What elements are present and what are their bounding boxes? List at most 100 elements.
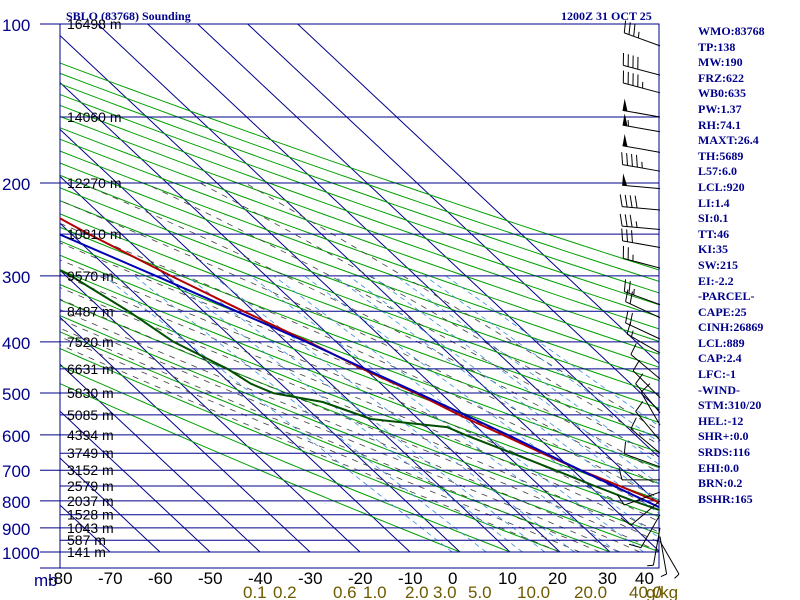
height-label: 3749 m <box>67 445 114 461</box>
mixing-ratio-label: 2.0 <box>405 583 429 600</box>
height-label: 16498 m <box>67 16 121 32</box>
mixing-ratio-line <box>212 275 575 553</box>
mixing-ratio-line <box>166 275 523 553</box>
mixing-ratio-unit-label: g/kg <box>646 583 678 600</box>
index-item: EHI:0.0 <box>698 460 740 475</box>
index-item: -WIND- <box>698 382 740 397</box>
index-item: STM:310/20 <box>698 398 762 413</box>
mixing-ratio-line <box>134 275 487 553</box>
mixing-ratio-label: 1.0 <box>363 583 387 600</box>
dry-adiabat <box>60 162 659 382</box>
index-item: FRZ:622 <box>698 70 744 85</box>
wind-barb <box>630 417 661 454</box>
isotherm <box>60 410 211 553</box>
moist-adiabat <box>60 318 621 553</box>
wind-barb <box>623 279 661 306</box>
height-label: 7520 m <box>67 334 114 350</box>
index-item: LFC:-1 <box>698 367 736 382</box>
pressure-tick-label: 200 <box>2 175 30 194</box>
isobar-grid <box>40 23 660 569</box>
pressure-tick-label: 400 <box>2 334 30 353</box>
mixing-ratio-label: 3.0 <box>433 583 457 600</box>
wind-barb <box>619 194 661 211</box>
height-label: 14060 m <box>67 109 121 125</box>
temperature-tick-label: 30 <box>598 569 617 588</box>
height-label: 2037 m <box>67 493 114 509</box>
wind-barb <box>623 441 661 468</box>
temperature-tick-labels: -80 -70 -60 -50 -40 -30 -20 -10 0 10 20 30 40 <box>48 569 654 588</box>
isotherm <box>60 81 561 553</box>
height-label: 587 m <box>67 532 106 548</box>
index-item: L57:6.0 <box>698 164 737 179</box>
index-item: LI:1.4 <box>698 195 730 210</box>
moist-adiabat <box>60 298 659 552</box>
dry-adiabat <box>60 213 659 438</box>
temperature-tick-label: -10 <box>398 569 423 588</box>
wind-barb <box>622 113 661 133</box>
moist-adiabat <box>60 327 601 553</box>
wind-barb <box>628 514 661 549</box>
wind-barb <box>621 152 661 172</box>
sounding-profiles <box>60 217 659 511</box>
temperature-tick-label: -80 <box>48 569 73 588</box>
dry-adiabat <box>60 254 659 485</box>
mixing-ratio-label: 0.1 <box>243 583 267 600</box>
wind-barb <box>622 173 661 190</box>
dry-adiabat <box>60 83 659 294</box>
index-item: TT:46 <box>698 226 730 241</box>
index-item: CAPE:25 <box>698 304 747 319</box>
height-label: 9570 m <box>67 268 114 284</box>
mixing-ratio-label: 20.0 <box>574 583 607 600</box>
temperature-tick-label: -20 <box>348 569 373 588</box>
index-item: CINH:26869 <box>698 320 764 335</box>
wind-barb <box>622 133 661 153</box>
dry-adiabat <box>60 72 659 282</box>
index-item: RH:74.1 <box>698 117 741 132</box>
temperature-line <box>60 217 659 504</box>
height-label: 12270 m <box>67 175 121 191</box>
wind-barb <box>622 70 661 94</box>
index-item: SHR+:0.0 <box>698 429 749 444</box>
wind-barb <box>626 322 661 354</box>
mixing-ratio-line <box>348 275 659 503</box>
dry-adiabat <box>60 284 659 518</box>
dry-adiabat <box>60 200 659 424</box>
height-label: 6631 m <box>67 361 114 377</box>
mixing-ratio-label: 0.2 <box>273 583 297 600</box>
mixing-ratio-labels: 0.1 0.2 0.6 1.0 2.0 3.0 5.0 10.0 20.0 40.0g/kg <box>243 583 678 600</box>
wind-barb <box>630 343 661 380</box>
moist-adiabat <box>60 200 659 486</box>
height-label: 1043 m <box>67 520 114 536</box>
wind-barb <box>659 540 680 579</box>
wind-barb <box>632 359 661 398</box>
moist-adiabat <box>60 259 659 522</box>
index-item: SW:215 <box>698 257 739 272</box>
mixing-ratio-label: 40.0 <box>629 583 662 600</box>
isotherm <box>60 222 411 553</box>
temperature-tick-label: -50 <box>198 569 223 588</box>
dry-adiabat <box>60 150 659 368</box>
height-label: 5830 m <box>67 385 114 401</box>
wind-barb <box>640 383 661 426</box>
dry-adiabat <box>60 269 659 501</box>
mixing-ratio-label: 5.0 <box>468 583 492 600</box>
pressure-tick-label: 300 <box>2 268 30 287</box>
height-label: 3152 m <box>67 462 114 478</box>
mixing-ratio-line <box>103 275 453 553</box>
temperature-tick-label: 10 <box>498 569 517 588</box>
isotherm <box>60 269 361 553</box>
index-item: PW:1.37 <box>698 101 742 116</box>
mixing-ratio-line <box>304 275 659 539</box>
pressure-tick-label: 100 <box>2 16 30 35</box>
height-label: 10810 m <box>67 226 121 242</box>
index-item: -PARCEL- <box>698 289 755 304</box>
pressure-tick-label: 500 <box>2 385 30 404</box>
dry-adiabat <box>60 240 659 469</box>
wind-barb <box>618 467 660 481</box>
index-item: BRN:0.2 <box>698 476 743 491</box>
pressure-tick-label: 900 <box>2 520 30 539</box>
parcel-line <box>60 233 659 509</box>
pressure-tick-labels: 100 200 300 400 500 600 700 800 900 1000 mb <box>2 16 58 590</box>
wind-barb <box>622 98 661 118</box>
temperature-tick-label: 40 <box>635 569 654 588</box>
